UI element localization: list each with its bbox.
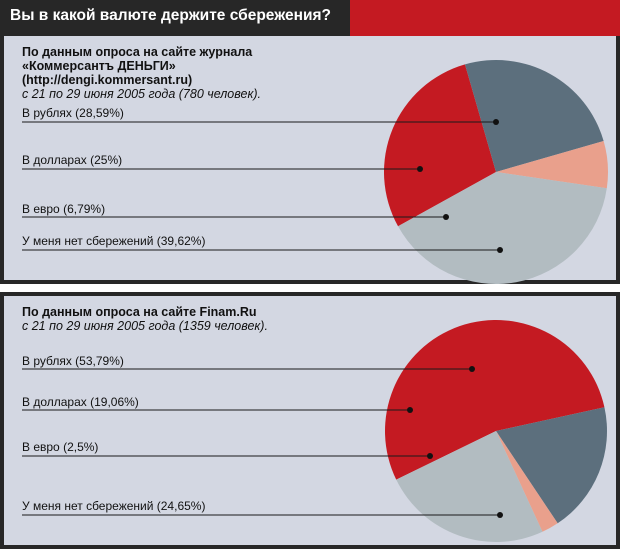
chart1-source: По данным опроса на сайте журнала «Комме…	[22, 45, 261, 101]
chart1-label-euro: В евро (6,79%)	[22, 202, 106, 216]
chart2-source: По данным опроса на сайте Finam.Ru с 21 …	[22, 305, 268, 333]
chart2-slice-no-savings	[396, 431, 543, 542]
chart2-leader-dot-no-savings	[497, 512, 503, 518]
header-dark-block	[0, 0, 350, 36]
page-title: Вы в какой валюте держите сбережения?	[10, 7, 332, 24]
chart2-label-no-savings: У меня нет сбережений (24,65%)	[22, 499, 206, 513]
chart2-source-line-1: По данным опроса на сайте Finam.Ru	[22, 305, 257, 319]
chart1-slice-no-savings	[398, 172, 607, 285]
chart1-leader-dot-dollars	[417, 166, 423, 172]
chart2-leader-dot-euro	[427, 453, 433, 459]
chart1-source-line-2: «Коммерсантъ ДЕНЬГИ»	[22, 59, 176, 73]
chart2-leader-dot-rubles	[469, 366, 475, 372]
chart1-period: с 21 по 29 июня 2005 года (780 человек).	[22, 87, 261, 101]
chart1-slice-euro	[496, 140, 609, 189]
chart1-leader-dot-rubles	[493, 119, 499, 125]
header-red-block	[350, 0, 620, 36]
chart2-label-euro: В евро (2,5%)	[22, 440, 99, 454]
chart2-leader-dot-dollars	[407, 407, 413, 413]
chart1-slice-dollars	[464, 60, 604, 172]
chart1-label-no-savings: У меня нет сбережений (39,62%)	[22, 234, 206, 248]
chart1-leader-dot-no-savings	[497, 247, 503, 253]
chart1-leader-dot-euro	[443, 214, 449, 220]
chart2-slice-rubles	[385, 320, 605, 480]
chart1-source-line-3: (http://dengi.kommersant.ru)	[22, 73, 193, 87]
chart1-label-rubles: В рублях (28,59%)	[22, 106, 124, 120]
header-bar: Вы в какой валюте держите сбережения?	[0, 0, 620, 36]
chart1-slice-rubles	[383, 64, 496, 227]
chart2-period: с 21 по 29 июня 2005 года (1359 человек)…	[22, 319, 268, 333]
chart2-slice-euro	[496, 431, 558, 532]
chart1-label-dollars: В долларах (25%)	[22, 153, 123, 167]
chart1-source-line-1: По данным опроса на сайте журнала	[22, 45, 253, 59]
chart2-label-dollars: В долларах (19,06%)	[22, 395, 139, 409]
chart2-label-rubles: В рублях (53,79%)	[22, 354, 124, 368]
chart2-slice-dollars	[496, 407, 607, 524]
